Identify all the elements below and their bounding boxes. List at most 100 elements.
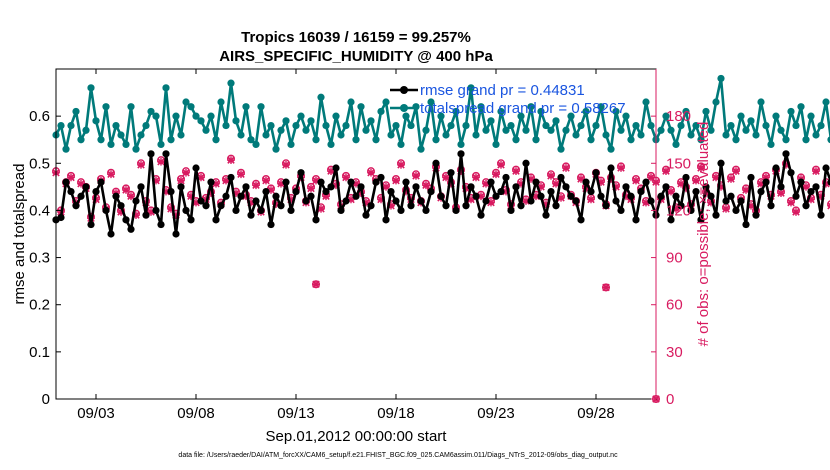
totalspread-point [67,121,75,130]
totalspread-point [562,126,570,134]
rmse-point [382,216,390,224]
legend-rmse-marker [400,86,408,94]
obs-evaluated-point [802,183,810,191]
rmse-point [757,187,765,196]
rmse-point [152,206,160,215]
x-tick-label: 09/13 [277,405,315,422]
rmse-point [302,197,310,205]
rmse-point [517,202,525,210]
totalspread-point [402,112,410,120]
obs-evaluated-point [282,161,290,169]
rmse-point [232,206,240,215]
obs-evaluated-point [662,167,670,175]
rmse-point [812,183,820,191]
left-y-tick-label: 0.4 [29,202,50,219]
rmse-point [822,164,830,172]
rmse-point [137,183,145,191]
rmse-point [362,211,370,219]
rmse-point [107,230,115,238]
x-axis-label: Sep.01,2012 00:00:00 start [266,428,448,445]
rmse-point [657,192,665,200]
totalspread-point [162,84,170,92]
left-y-axis-label: rmse and totalspread [11,164,28,305]
obs-evaluated-point [792,208,800,216]
obs-evaluated-point [107,170,115,179]
left-y-tick-label: 0.1 [29,344,50,361]
rmse-point [367,202,375,210]
totalspread-point [132,145,140,153]
totalspread-point [352,136,360,144]
totalspread-point [667,126,675,134]
left-y-tick-label: 0 [42,391,50,408]
rmse-point [432,159,440,167]
rmse-point [192,164,200,172]
rmse-point [352,192,360,200]
rmse-point [667,216,675,224]
totalspread-point [142,121,150,130]
totalspread-point [692,121,700,130]
x-tick-label: 09/23 [477,405,515,422]
right-y-tick-label: 150 [666,155,691,172]
rmse-point [417,197,425,205]
right-y-tick-label: 60 [666,297,683,314]
legend: rmse grand pr = 0.44831 totalspread gran… [390,82,626,117]
rmse-point [237,192,245,200]
obs-evaluated-point [157,157,165,166]
totalspread-point [232,117,240,125]
rmse-point [252,197,260,205]
totalspread-point [267,121,275,130]
totalspread-point [262,131,270,139]
rmse-point [127,225,135,233]
left-y-tick-label: 0.2 [29,297,50,314]
totalspread-point [682,107,690,116]
totalspread-point [382,98,390,106]
totalspread-point [472,131,480,139]
rmse-point [687,206,695,215]
rmse-point [122,216,130,224]
chart-title-line2: AIRS_SPECIFIC_HUMIDITY @ 400 hPa [219,48,493,65]
totalspread-point [592,121,600,130]
totalspread-point [87,84,95,92]
totalspread-point [107,140,115,149]
totalspread-point [627,136,635,144]
totalspread-point [612,107,620,116]
rmse-point [682,173,690,182]
rmse-point [477,211,485,219]
totalspread-point [447,121,455,130]
totalspread-point [377,107,385,116]
left-y-tick-label: 0.3 [29,250,50,267]
rmse-point [72,202,80,210]
totalspread-point [792,121,800,130]
totalspread-point [732,136,740,144]
totalspread-point [112,121,120,130]
obs-evaluated-point [827,201,830,210]
rmse-point [482,197,490,205]
rmse-point [562,183,570,191]
totalspread-point [277,126,285,134]
totalspread-point [307,117,315,125]
totalspread-point [167,136,175,144]
rmse-point [257,206,265,215]
rmse-point [572,197,580,205]
obs-evaluated-point [497,161,505,169]
totalspread-point [747,117,755,125]
totalspread-point [322,121,330,130]
right-y-tick-label: 120 [666,202,691,219]
totalspread-point [817,121,825,130]
rmse-point [662,183,670,191]
rmse-point [677,202,685,210]
obs-evaluated-point [787,198,795,207]
totalspread-point [822,98,830,106]
totalspread-point [492,140,500,149]
rmse-point [457,150,465,158]
rmse-point [132,197,140,205]
totalspread-point [567,112,575,120]
rmse-point [377,173,385,182]
x-tick-label: 09/03 [77,405,115,422]
totalspread-point [552,117,560,125]
totalspread-point [57,121,65,130]
rmse-point [212,216,220,224]
rmse-point [712,211,720,219]
chart-title-line1: Tropics 16039 / 16159 = 99.257% [241,29,471,46]
rmse-point [597,192,605,200]
